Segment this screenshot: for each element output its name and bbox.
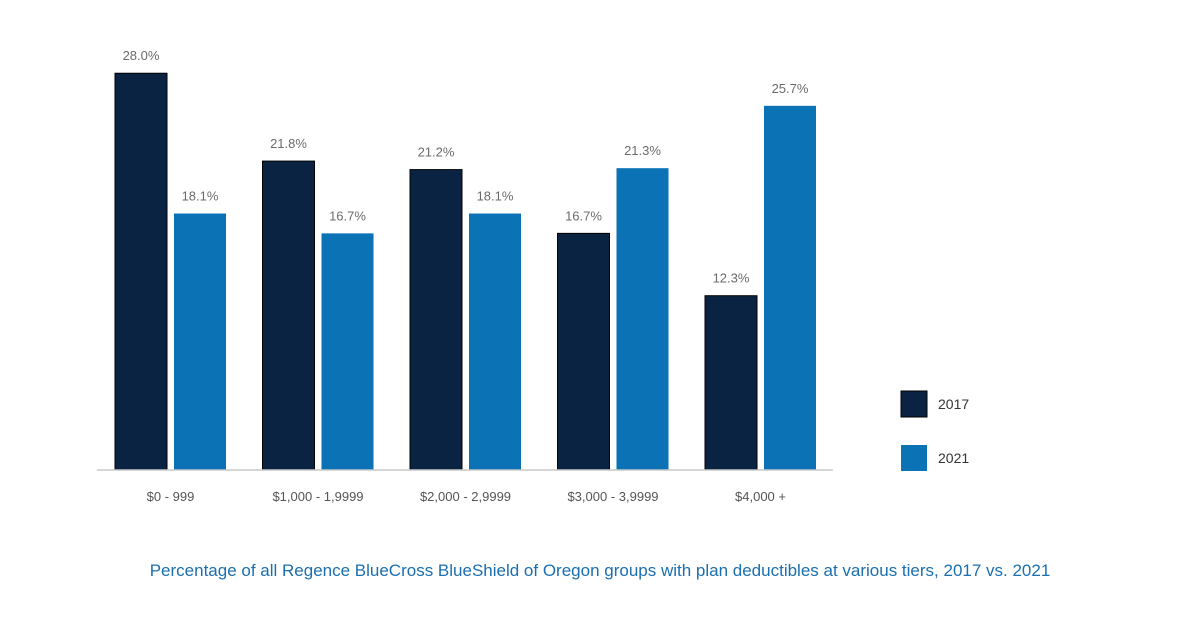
data-label-2017-4: 16.7% (565, 208, 602, 223)
bar-2021-2 (321, 233, 374, 470)
data-label-2021-1: 18.1% (182, 189, 219, 204)
bar-2021-4 (616, 168, 669, 470)
legend-label-2021: 2021 (938, 450, 969, 466)
x-tick-label-4: $3,000 - 3,9999 (567, 489, 658, 504)
chart-caption: Percentage of all Regence BlueCross Blue… (149, 561, 1051, 580)
bar-2017-1 (114, 72, 168, 471)
data-label-2017-2: 21.8% (270, 136, 307, 151)
bar-2021-1 (174, 213, 226, 470)
bars-layer (114, 72, 816, 471)
bar-2021-5 (764, 105, 816, 471)
legend-swatch-2017 (900, 390, 928, 418)
bar-2021-3 (469, 213, 521, 470)
x-tick-labels: $0 - 999 $1,000 - 1,9999 $2,000 - 2,9999 $3… (147, 489, 786, 504)
bar-2017-4 (557, 232, 610, 471)
bar-2017-3 (409, 169, 463, 471)
data-label-2021-5: 25.7% (772, 81, 809, 96)
legend-swatch-2021 (901, 445, 927, 471)
legend: 2017 2021 (900, 390, 969, 471)
data-label-2017-1: 28.0% (123, 48, 160, 63)
data-labels-layer: 28.0% 18.1% 21.8% 16.7% 21.2% 18.1% 16.7% 21.3%… (123, 48, 809, 285)
x-tick-label-3: $2,000 - 2,9999 (420, 489, 511, 504)
x-tick-label-2: $1,000 - 1,9999 (272, 489, 363, 504)
data-label-2021-3: 18.1% (477, 189, 514, 204)
x-tick-label-1: $0 - 999 (147, 489, 195, 504)
data-label-2021-2: 16.7% (329, 208, 366, 223)
data-label-2021-4: 21.3% (624, 143, 661, 158)
bar-2017-2 (262, 160, 315, 471)
data-label-2017-5: 12.3% (713, 271, 750, 286)
bar-2017-5 (704, 295, 758, 471)
data-label-2017-3: 21.2% (418, 145, 455, 160)
legend-label-2017: 2017 (938, 396, 969, 412)
x-tick-label-5: $4,000 + (735, 489, 786, 504)
